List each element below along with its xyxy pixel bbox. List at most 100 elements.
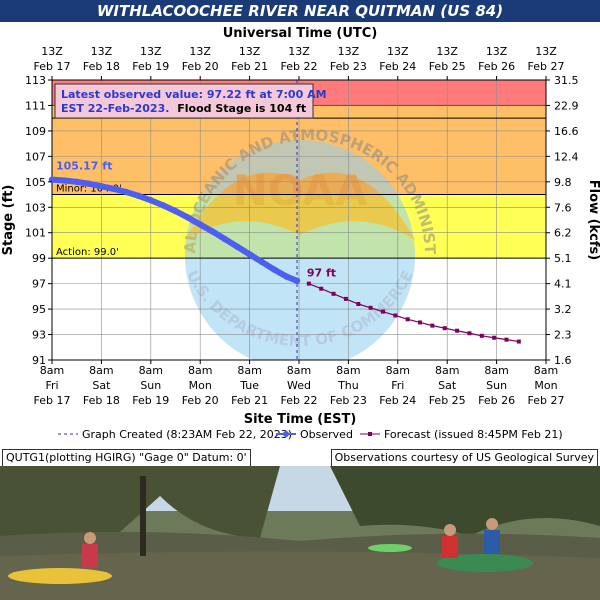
forecast-point	[393, 313, 398, 318]
y-tick-label: 105	[25, 176, 46, 189]
observed-point	[184, 214, 192, 221]
observations-credit: Observations courtesy of US Geological S…	[330, 449, 598, 467]
legend-observed-marker	[283, 431, 289, 437]
forecast-point	[356, 302, 361, 306]
forecast-point	[380, 309, 385, 314]
utc-tick-hour: 13Z	[41, 45, 63, 58]
local-tick-time: 8am	[40, 364, 64, 377]
local-tick-date: Feb 18	[83, 394, 120, 407]
local-tick-day: Sun	[486, 379, 507, 392]
local-tick-time: 8am	[386, 364, 410, 377]
utc-tick-hour: 13Z	[239, 45, 261, 58]
utc-tick-date: Feb 25	[429, 60, 466, 73]
local-tick-day: Mon	[189, 379, 212, 392]
forecast-point	[455, 328, 460, 333]
utc-tick-date: Feb 23	[330, 60, 367, 73]
y-tick-label: 113	[25, 74, 46, 87]
legend-forecast-label: Forecast (issued 8:45PM Feb 21)	[384, 428, 563, 441]
observed-point	[234, 243, 241, 250]
utc-tick-date: Feb 27	[528, 60, 565, 73]
local-tick-day: Sat	[438, 379, 457, 392]
y-tick-label: 95	[32, 303, 46, 316]
y2-tick-label: 12.4	[554, 150, 579, 163]
y-axis-left: 113 111 109 107 105 103 101 99 97 95 93 91	[25, 74, 52, 367]
utc-tick-hour: 13Z	[436, 45, 458, 58]
forecast-point	[516, 339, 521, 344]
annotation-line2: EST 22-Feb-2023.	[61, 102, 169, 115]
forecast-point	[331, 291, 336, 296]
local-tick-date: Feb 25	[429, 394, 466, 407]
local-tick-time: 8am	[287, 364, 311, 377]
chart-title: WITHLACOOCHEE RIVER NEAR QUITMAN (US 84)	[0, 0, 600, 22]
forecast-point	[306, 281, 311, 286]
utc-tick-hour: 13Z	[288, 45, 310, 58]
observed-point	[221, 235, 229, 243]
forecast-point	[319, 286, 324, 291]
local-tick-day: Tue	[239, 379, 259, 392]
y-tick-label: 93	[32, 329, 46, 342]
y2-tick-label: 2.3	[554, 329, 572, 342]
observed-point	[172, 207, 179, 215]
observed-point	[283, 273, 290, 280]
observed-first-value-label: 105.17 ft	[56, 160, 112, 173]
observed-point	[197, 221, 204, 228]
observed-point	[61, 177, 68, 184]
utc-tick-hour: 13Z	[387, 45, 409, 58]
forecast-point	[405, 317, 410, 322]
y2-tick-label: 9.8	[554, 176, 572, 189]
y2-tick-label: 6.2	[554, 227, 572, 240]
legend-forecast-marker	[368, 432, 372, 436]
observed-point	[147, 197, 154, 204]
gage-datum-note: QUTG1(plotting HGIRG) "Gage 0" Datum: 0'	[2, 449, 251, 467]
observed-point	[48, 176, 56, 183]
y2-tick-label: 4.1	[554, 278, 572, 291]
local-tick-time: 8am	[435, 364, 459, 377]
forecast-point	[479, 333, 484, 338]
y-tick-label: 109	[25, 125, 46, 138]
local-tick-time: 8am	[534, 364, 558, 377]
local-tick-day: Mon	[534, 379, 557, 392]
local-tick-day: Sun	[140, 379, 161, 392]
x-axis-label: Site Time (EST)	[244, 412, 357, 427]
local-tick-date: Feb 22	[281, 394, 318, 407]
svg-text:EST 22-Feb-2023. Flood S: EST 22-Feb-2023. Flood Stage is 104 ft	[61, 102, 306, 115]
y-tick-label: 103	[25, 201, 46, 214]
y2-tick-label: 7.6	[554, 201, 572, 214]
local-tick-day: Fri	[45, 379, 58, 392]
utc-tick-hour: 13Z	[486, 45, 508, 58]
y2-axis-label: Flow (kcfs)	[586, 180, 600, 260]
forecast-point	[343, 296, 348, 301]
forecast-point	[430, 323, 435, 328]
forecast-line	[308, 283, 519, 343]
y2-tick-label: 5.1	[554, 252, 572, 265]
annotation-line3: Flood Stage is 104 ft	[177, 102, 306, 115]
utc-tick-date: Feb 20	[182, 60, 219, 73]
legend: Graph Created (8:23AM Feb 22, 2023) Obse…	[58, 428, 563, 441]
local-tick-date: Feb 24	[379, 394, 416, 407]
observed-point	[293, 277, 301, 285]
hydrograph-chart: NOAA NATIONAL OCEANIC AND ATMOSPHERIC AD…	[1, 26, 600, 441]
observed-point	[258, 258, 266, 266]
utc-tick-hour: 13Z	[189, 45, 211, 58]
y-tick-label: 99	[32, 252, 46, 265]
observed-point	[73, 178, 80, 186]
y-axis-right: 31.5 22.9 16.6 12.4 9.8 7.6 6.2 5.1 4.1 3.2 2.3 1.6	[546, 74, 579, 367]
legend-observed-label: Observed	[300, 428, 353, 441]
annotation-line1: Latest observed value: 97.22 ft at 7:00 …	[61, 88, 327, 101]
band-label-minor: Minor: 104.0'	[56, 184, 122, 195]
y-tick-label: 101	[25, 227, 46, 240]
local-tick-time: 8am	[237, 364, 261, 377]
observed-point	[209, 228, 216, 235]
local-tick-date: Feb 20	[182, 394, 219, 407]
local-tick-time: 8am	[484, 364, 508, 377]
local-tick-day: Thu	[337, 379, 359, 392]
local-tick-date: Feb 27	[528, 394, 565, 407]
x-axis-top-utc: 13Z Feb 17 13Z Feb 18 13Z Feb 19 13Z Feb 20 13Z F…	[34, 45, 565, 80]
forecast-point	[492, 335, 497, 340]
top-axis-label: Universal Time (UTC)	[223, 26, 378, 41]
utc-tick-hour: 13Z	[535, 45, 557, 58]
watermark-center-text: NOAA	[233, 166, 368, 215]
local-tick-time: 8am	[89, 364, 113, 377]
local-tick-date: Feb 19	[132, 394, 169, 407]
legend-created-label: Graph Created (8:23AM Feb 22, 2023)	[82, 428, 292, 441]
